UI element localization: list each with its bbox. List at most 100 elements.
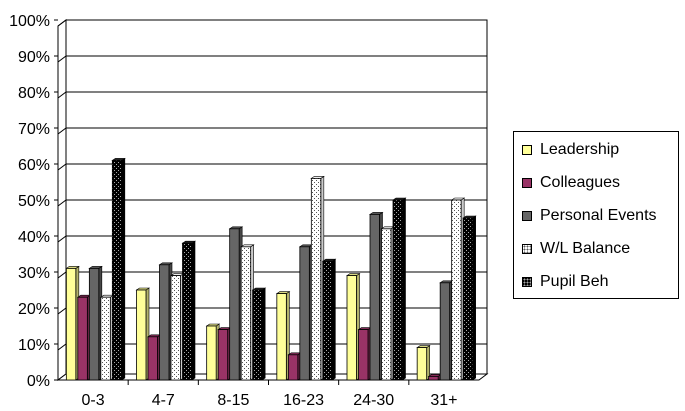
bar xyxy=(298,244,314,381)
gridline xyxy=(57,91,487,99)
bar-front xyxy=(170,275,181,381)
bar xyxy=(427,373,443,381)
legend-swatch xyxy=(522,211,532,221)
legend: Leadership Colleagues Personal Events W/L B… xyxy=(513,131,679,299)
bar-front xyxy=(182,242,193,381)
y-tick-label: 60% xyxy=(18,157,50,174)
gridline xyxy=(57,127,487,135)
y-tick-label: 90% xyxy=(18,49,50,66)
bar xyxy=(346,273,361,381)
legend-item: Colleagues xyxy=(522,173,620,193)
bar xyxy=(287,352,302,381)
bar-side xyxy=(402,197,406,381)
bar xyxy=(416,345,431,381)
gridline xyxy=(57,199,487,207)
bar xyxy=(392,197,407,381)
x-tick-label: 0-3 xyxy=(82,392,105,409)
plot-side-wall xyxy=(57,19,67,381)
bar-side xyxy=(191,240,196,381)
bar-front xyxy=(100,296,111,381)
bar xyxy=(181,240,196,381)
x-tick-label: 8-15 xyxy=(217,392,249,409)
bar-front xyxy=(217,329,229,381)
y-tick-label: 30% xyxy=(18,265,50,282)
bar-front xyxy=(159,264,170,381)
bar xyxy=(240,244,255,381)
gridline xyxy=(57,163,487,171)
bar xyxy=(170,273,185,381)
bar xyxy=(462,215,477,381)
bar xyxy=(111,157,126,381)
bar xyxy=(228,226,244,381)
bar-front xyxy=(416,347,428,381)
bar-front xyxy=(462,217,474,381)
bar xyxy=(275,291,291,381)
y-tick-label: 50% xyxy=(18,193,50,210)
x-tick-label: 4-7 xyxy=(152,392,175,409)
bar-front xyxy=(240,246,252,381)
gridline xyxy=(57,19,487,27)
legend-label: Colleagues xyxy=(540,174,621,191)
x-tick-label: 31+ xyxy=(430,392,457,409)
bar-side xyxy=(332,258,336,381)
bar xyxy=(135,287,150,381)
legend-swatch xyxy=(522,244,532,254)
bar xyxy=(88,265,103,381)
y-tick-label: 10% xyxy=(18,337,50,354)
bar xyxy=(450,197,466,381)
bar xyxy=(99,294,115,381)
legend-swatch xyxy=(522,277,532,287)
bar-front xyxy=(358,329,369,381)
bar xyxy=(380,226,395,381)
legend-label: Pupil Beh xyxy=(540,273,609,290)
bar xyxy=(158,262,173,381)
bar-front xyxy=(88,267,100,381)
bar xyxy=(321,258,337,381)
legend-item: Leadership xyxy=(522,140,619,160)
x-tick-label: 16-23 xyxy=(283,392,324,409)
legend-item: W/L Balance xyxy=(522,239,630,259)
x-tick-label: 24-30 xyxy=(353,392,394,409)
bar xyxy=(217,327,232,381)
legend-item: Pupil Beh xyxy=(522,272,609,292)
bar-front xyxy=(206,325,217,381)
y-tick-label: 0% xyxy=(27,373,50,390)
bar-front xyxy=(136,289,147,381)
gridline xyxy=(57,55,487,63)
legend-item: Personal Events xyxy=(522,206,657,226)
bar-side xyxy=(426,345,430,381)
bar xyxy=(251,287,267,381)
y-tick-label: 100% xyxy=(9,13,50,30)
bar-front xyxy=(392,199,403,381)
bar-side xyxy=(472,215,476,381)
bar-side xyxy=(261,287,266,381)
bar-front xyxy=(252,289,263,381)
legend-swatch xyxy=(522,145,532,155)
bar xyxy=(439,280,454,381)
legend-label: Personal Events xyxy=(540,207,657,224)
legend-swatch xyxy=(522,178,532,188)
bar-side xyxy=(121,157,126,381)
bar xyxy=(65,265,80,381)
y-tick-label: 40% xyxy=(18,229,50,246)
bar-front xyxy=(65,267,77,381)
y-tick-label: 70% xyxy=(18,121,50,138)
bar-front xyxy=(322,260,333,381)
bar-front xyxy=(381,228,392,381)
bar-front xyxy=(276,293,287,381)
bar-front xyxy=(77,296,88,381)
bar xyxy=(147,334,162,381)
bar xyxy=(369,211,384,381)
bar-front xyxy=(428,375,439,381)
bar-front xyxy=(111,159,123,381)
bar-front xyxy=(310,177,322,381)
y-tick-label: 80% xyxy=(18,85,50,102)
bar-front xyxy=(299,246,310,381)
bar xyxy=(205,323,221,381)
gridline xyxy=(57,235,487,243)
bar xyxy=(76,294,92,381)
bar xyxy=(357,327,372,381)
bar-front xyxy=(369,213,380,381)
bar-front xyxy=(346,275,357,381)
